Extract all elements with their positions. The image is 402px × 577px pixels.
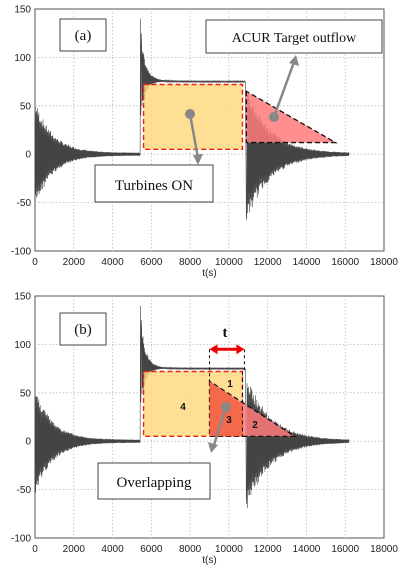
arrow-head <box>193 154 203 165</box>
x-tick-label: 0 <box>32 544 38 555</box>
x-tick-label: 12000 <box>254 257 282 268</box>
overlapping-label: Overlapping <box>117 475 192 491</box>
chart-panel-b: 0 2000 4000 6000 8000 10000 12000 14000 16000 180… <box>11 292 398 567</box>
t-label: t <box>223 325 228 341</box>
arrow-head <box>289 55 299 66</box>
t-arrow-head-left <box>209 344 218 355</box>
x-axis-label: t(s) <box>202 268 216 279</box>
x-tick-label: 8000 <box>179 544 202 555</box>
arrow-line <box>272 61 296 118</box>
panel-label-box <box>59 312 107 346</box>
x-tick-label: 10000 <box>215 257 243 268</box>
y-tick-label: 50 <box>20 388 32 399</box>
x-tick-label: 18000 <box>370 257 398 268</box>
x-axis-label: t(s) <box>202 555 216 566</box>
y-tick-label: 50 <box>20 101 32 112</box>
t-arrow-head-right <box>236 344 245 355</box>
target-outflow-triangle <box>245 90 338 144</box>
x-tick-label: 2000 <box>63 544 86 555</box>
turbines-on-label-box <box>94 164 214 203</box>
y-tick-label: 0 <box>25 437 31 448</box>
arrow-head <box>208 442 218 453</box>
x-tick-label: 8000 <box>179 257 202 268</box>
region-label-3: 3 <box>226 415 232 426</box>
y-tick-label: -50 <box>17 198 32 209</box>
arrow-line <box>212 406 228 446</box>
region-label-1: 1 <box>227 379 233 390</box>
target-outflow-label-box <box>205 19 383 54</box>
y-tick-label: -100 <box>11 247 31 258</box>
turbines-on-label: Turbines ON <box>115 178 193 194</box>
x-tick-label: 10000 <box>215 544 243 555</box>
arrow-line <box>188 113 200 159</box>
panel-label: (a) <box>75 28 92 44</box>
y-tick-label: 100 <box>14 53 31 64</box>
signal-series <box>34 18 350 220</box>
y-tick-label: 0 <box>25 150 31 161</box>
x-tick-label: 4000 <box>101 544 124 555</box>
target-outflow-label: ACUR Target outflow <box>232 31 357 46</box>
y-tick-label: 150 <box>14 5 31 16</box>
x-tick-label: 16000 <box>331 257 359 268</box>
x-tick-label: 2000 <box>63 257 86 268</box>
y-tick-label: 100 <box>14 340 31 351</box>
x-tick-label: 6000 <box>140 544 163 555</box>
region-label-2: 2 <box>252 420 258 431</box>
panel-label: (b) <box>74 322 92 338</box>
x-tick-label: 12000 <box>254 544 282 555</box>
x-tick-label: 16000 <box>331 544 359 555</box>
panel-label-box <box>59 18 107 52</box>
signal-series <box>34 305 350 508</box>
x-tick-label: 6000 <box>140 257 163 268</box>
y-tick-label: 150 <box>14 292 31 303</box>
x-tick-label: 14000 <box>293 257 321 268</box>
x-tick-label: 14000 <box>293 544 321 555</box>
y-tick-label: -50 <box>17 485 32 496</box>
region-label-4: 4 <box>180 402 186 413</box>
overlapping-label-box <box>97 462 211 500</box>
y-tick-label: -100 <box>11 534 31 545</box>
x-tick-label: 0 <box>32 257 38 268</box>
x-tick-label: 18000 <box>370 544 398 555</box>
chart-panel-a: 0 2000 4000 6000 8000 10000 12000 14000 16000 180… <box>11 5 398 280</box>
x-tick-label: 4000 <box>101 257 124 268</box>
